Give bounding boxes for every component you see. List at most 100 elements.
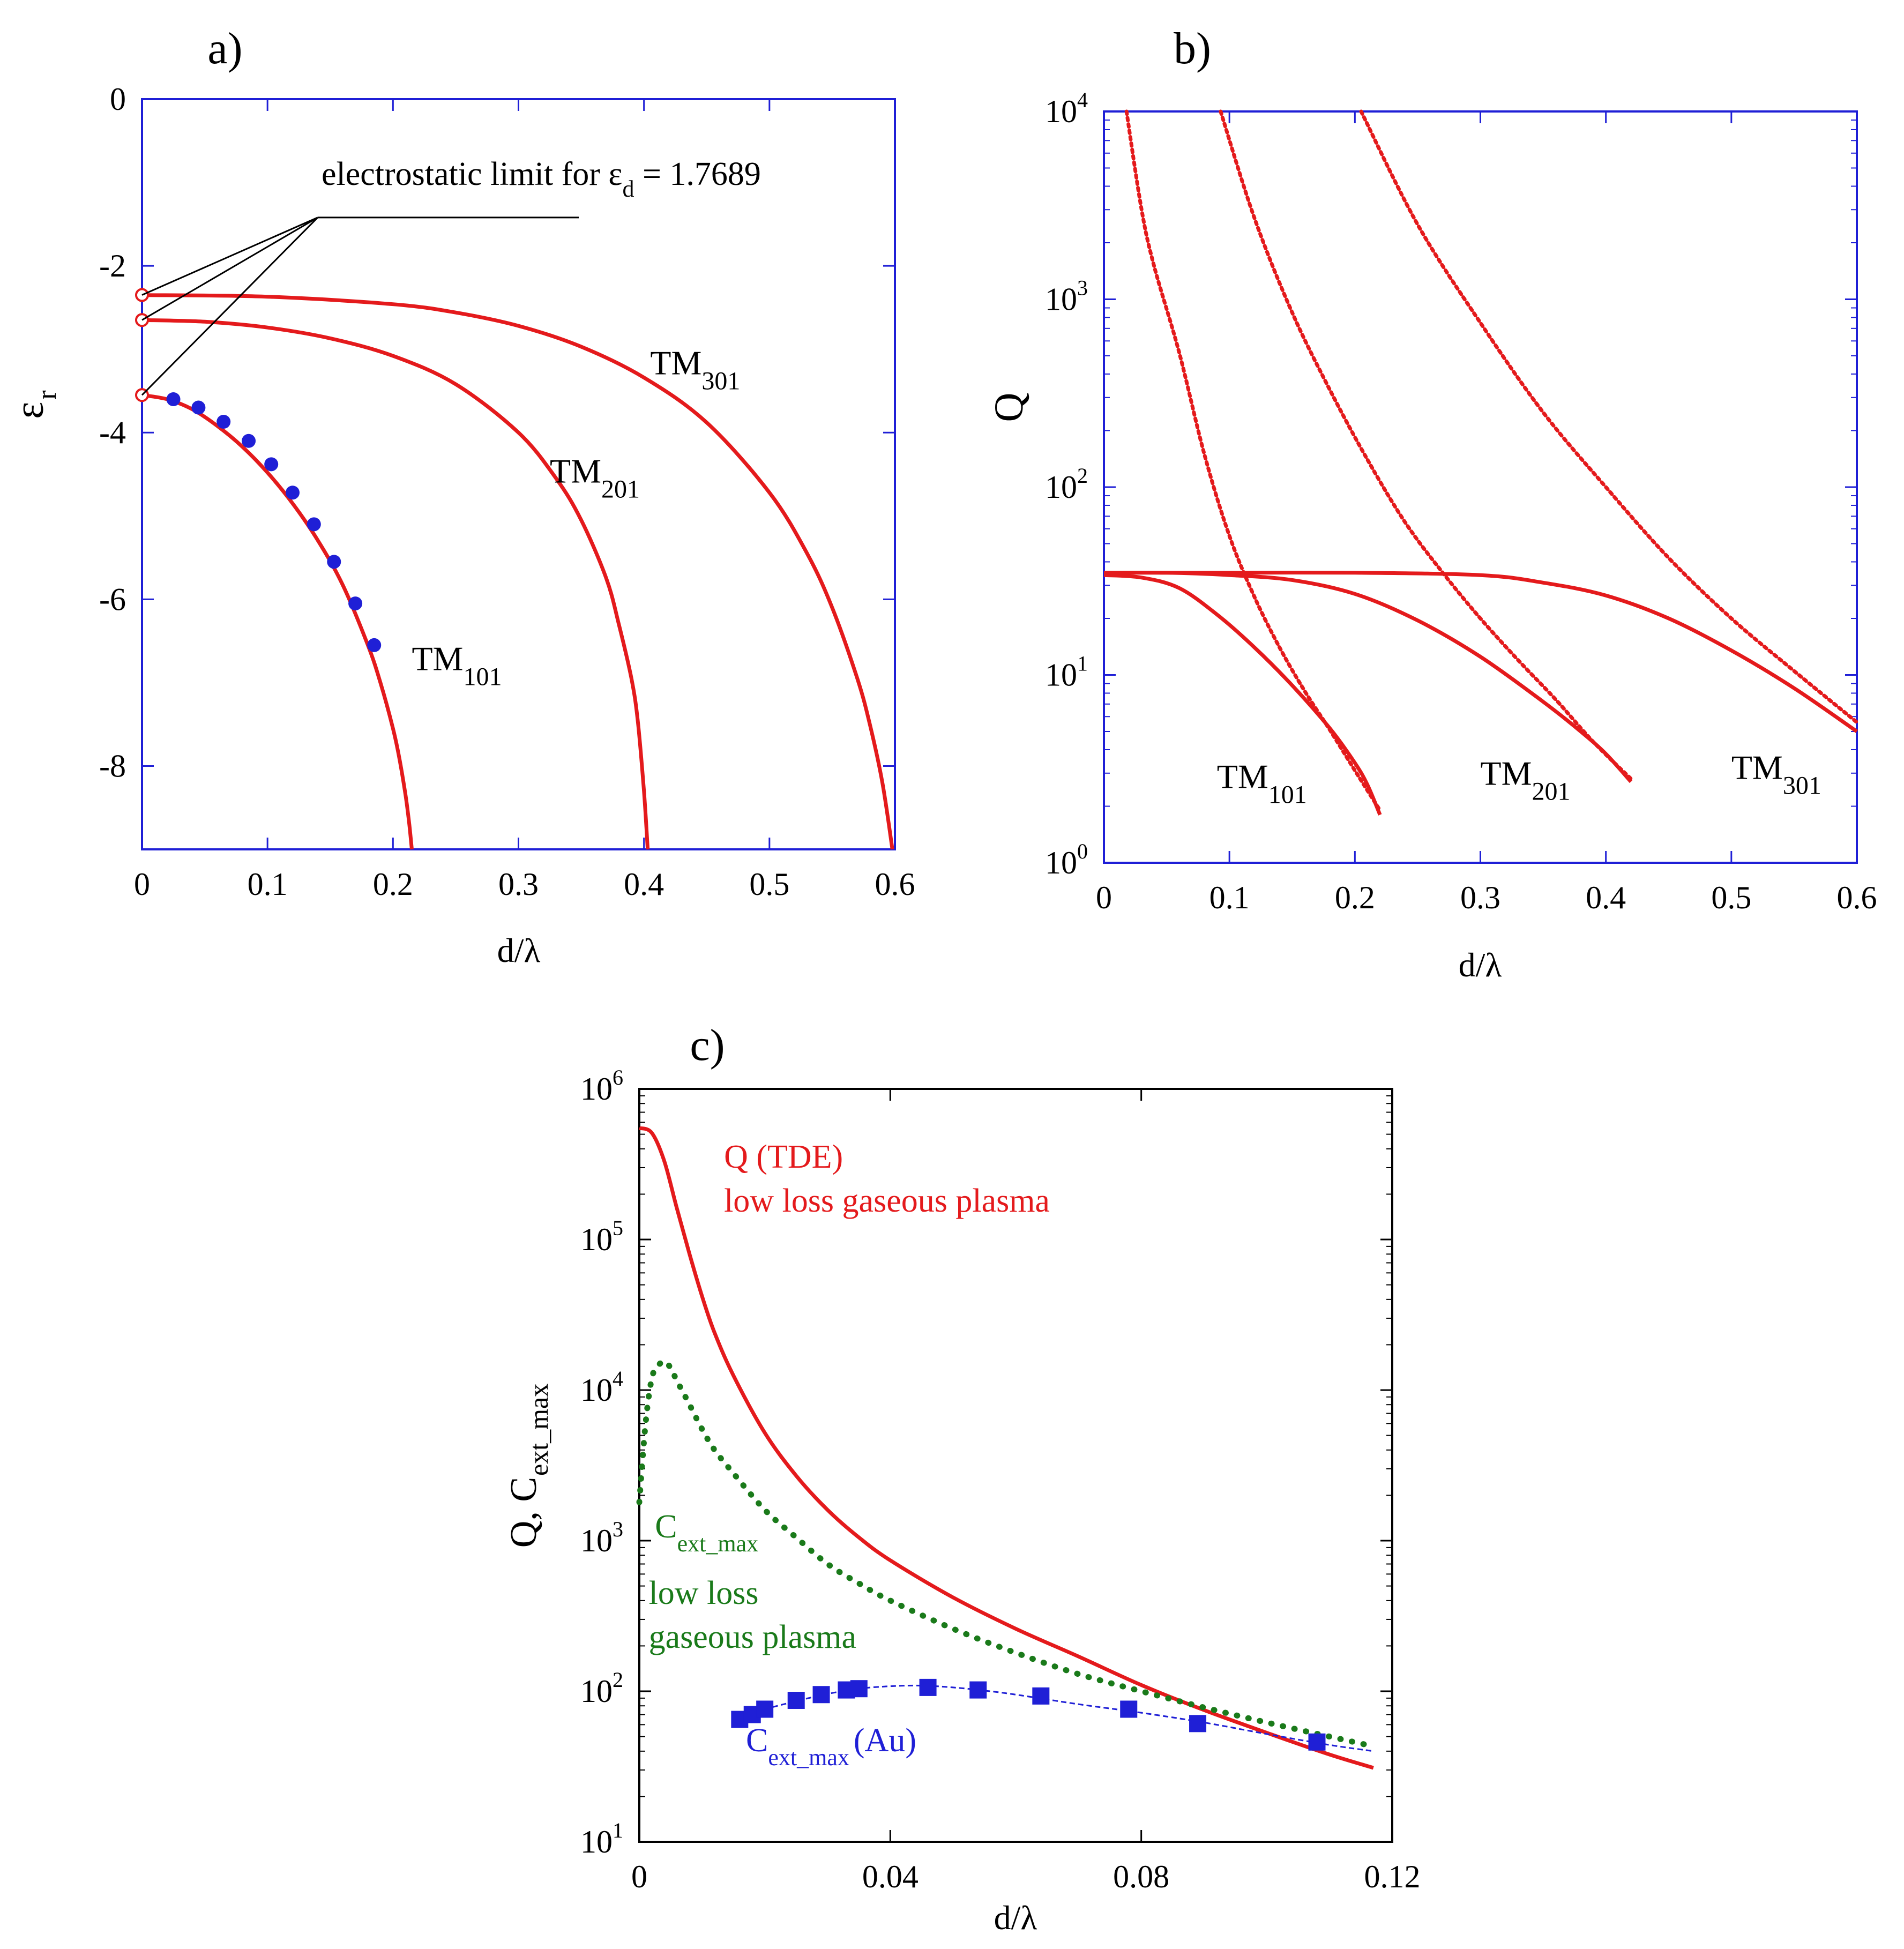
panel-c-series <box>636 1126 1374 1770</box>
data-point-square <box>787 1691 805 1709</box>
panel-c-label: c) <box>690 1020 725 1070</box>
panel-c-chart: c) 0 0.04 0.08 0.12 101 102 103 104 105 106 Q (TD… <box>503 1020 1421 1937</box>
panel-b-label: b) <box>1174 24 1211 73</box>
panel-a-ticks: 0 0.1 0.2 0.3 0.4 0.5 0.6 0 -2 -4 -6 -8 <box>99 81 915 902</box>
svg-text:Q, Cext_max: Q, Cext_max <box>503 1384 554 1548</box>
y-tick-label: 101 <box>580 1818 623 1860</box>
panel-a-plot-frame <box>141 98 896 850</box>
data-point-marker <box>166 392 181 406</box>
data-point-marker <box>242 434 256 448</box>
panel-a-y-label-sub: r <box>32 390 62 399</box>
y-tick-label: -4 <box>99 415 126 450</box>
annotation-text-0: low loss gaseous plasma <box>724 1183 1050 1219</box>
x-tick-label: 0 <box>1096 880 1112 915</box>
series-line-0 <box>638 1126 1374 1770</box>
panel-c-ticks: 0 0.04 0.08 0.12 101 102 103 104 105 106 <box>580 1065 1421 1894</box>
data-point-marker <box>286 486 300 500</box>
panel-a-y-label-main: ε <box>7 402 52 419</box>
panel-a-label: a) <box>207 24 242 73</box>
y-tick-label: 102 <box>580 1668 623 1709</box>
data-point-marker <box>348 596 363 611</box>
series-line-2 <box>1103 570 1633 783</box>
data-point-marker <box>264 457 279 472</box>
series-line-3 <box>1219 109 1633 781</box>
series-line-2 <box>739 1684 1374 1752</box>
annotation-pointer <box>141 216 318 396</box>
x-tick-label: 0.1 <box>248 867 288 902</box>
x-tick-label: 0.4 <box>1586 880 1626 915</box>
x-tick-label: 0.2 <box>373 867 413 902</box>
series-line-2 <box>141 293 894 850</box>
data-point-square <box>1120 1700 1138 1718</box>
data-point-square <box>756 1700 774 1718</box>
panel-b-x-axis-label: d/λ <box>1459 946 1502 984</box>
x-tick-label: 0 <box>134 867 150 902</box>
annotation-text-0: Q (TDE) <box>724 1139 843 1175</box>
series-line-4 <box>1104 570 1858 733</box>
data-point-square <box>812 1686 830 1704</box>
series-line-1 <box>1124 109 1382 812</box>
y-tick-label: 103 <box>1045 276 1088 317</box>
electrostatic-limit-annotation: electrostatic limit for εd = 1.7689 <box>322 156 761 202</box>
y-tick-label: 106 <box>580 1065 623 1107</box>
panel-b-ticks: 0 0.1 0.2 0.3 0.4 0.5 0.6 100 101 102 103 104 <box>1045 88 1877 915</box>
series-label-201: TM201 <box>550 452 640 504</box>
y-tick-label: 102 <box>1045 464 1088 505</box>
panel-a-y-axis-label: εr <box>7 390 62 419</box>
y-tick-label: 104 <box>1045 88 1088 129</box>
y-tick-label: -2 <box>99 248 126 283</box>
panel-a-chart: a) 0 0.1 0.2 0.3 0.4 0.5 0.6 0 -2 -4 -6 -8 TM101 TM2… <box>7 24 915 969</box>
x-tick-label: 0.2 <box>1335 880 1375 915</box>
series-label-101: TM101 <box>1217 758 1307 809</box>
y-tick-label: 105 <box>580 1216 623 1257</box>
x-tick-label: 0.3 <box>1460 880 1500 915</box>
data-point-marker <box>327 555 341 569</box>
data-point-square <box>1308 1733 1326 1751</box>
series-line-0 <box>141 393 414 850</box>
series-line-0 <box>1103 573 1382 816</box>
y-tick-label: -8 <box>99 748 126 783</box>
x-tick-label: 0.08 <box>1113 1859 1169 1894</box>
series-line-5 <box>1359 109 1859 725</box>
x-tick-label: 0.12 <box>1364 1859 1421 1894</box>
data-point-marker <box>216 415 231 429</box>
series-label-301: TM301 <box>1731 748 1821 800</box>
panel-c-y-axis-label: Q, Cext_max <box>503 1384 554 1548</box>
y-tick-label: 101 <box>1045 652 1088 693</box>
series-label-101: TM101 <box>412 640 502 691</box>
x-tick-label: 0.04 <box>862 1859 919 1894</box>
x-tick-label: 0.3 <box>498 867 539 902</box>
y-tick-label: 100 <box>1045 839 1088 880</box>
x-tick-label: 0.6 <box>875 867 915 902</box>
x-tick-label: 0.5 <box>1711 880 1751 915</box>
data-point-square <box>1189 1715 1207 1733</box>
x-tick-label: 0.6 <box>1837 880 1877 915</box>
panel-a-series: TM101 TM201 TM301 <box>135 288 894 850</box>
x-tick-label: 0.4 <box>624 867 664 902</box>
annotation-label-3: Cext_max (Au) <box>746 1722 916 1771</box>
annotation-pointer <box>141 216 318 296</box>
data-point-marker <box>367 638 382 652</box>
panel-b-series: TM101 TM201 TM301 <box>1103 109 1859 816</box>
y-tick-label: -6 <box>99 581 126 617</box>
y-tick-label: 0 <box>110 81 126 117</box>
data-point-square <box>969 1681 987 1699</box>
panel-c-y-label-main: Q, C <box>503 1477 544 1548</box>
svg-text:εr: εr <box>7 390 62 419</box>
x-tick-label: 0.5 <box>749 867 789 902</box>
data-point-square <box>1032 1687 1050 1705</box>
panel-b-chart: b) 0 0.1 0.2 0.3 0.4 0.5 0.6 100 101 102 103 104 TM… <box>987 24 1877 984</box>
annotation-label-1: Cext_max <box>655 1509 758 1557</box>
annotation-pointer <box>141 216 318 321</box>
data-point-square <box>919 1678 937 1696</box>
panel-b-y-axis-label: Q <box>987 393 1032 422</box>
annotation-text-2: gaseous plasma <box>649 1619 856 1655</box>
panel-c-x-axis-label: d/λ <box>994 1899 1037 1937</box>
series-label-201: TM201 <box>1481 755 1571 806</box>
y-tick-label: 103 <box>580 1517 623 1558</box>
data-point-square <box>850 1680 868 1698</box>
x-tick-label: 0 <box>631 1859 647 1894</box>
panel-c-annotations: Q (TDE)low loss gaseous plasmaCext_maxlo… <box>649 1139 1050 1771</box>
panel-a-x-axis-label: d/λ <box>497 931 541 969</box>
